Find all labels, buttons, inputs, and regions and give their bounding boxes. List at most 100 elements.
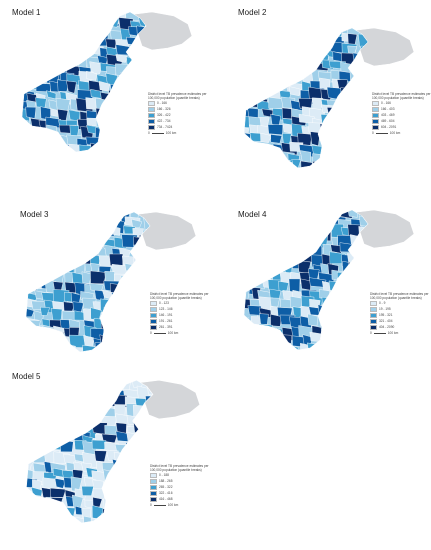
district (337, 277, 354, 290)
map-panel-model-3: Model 3 District level TB prevalence est… (0, 180, 215, 355)
district (310, 131, 321, 147)
country-border (243, 27, 369, 169)
district (247, 51, 264, 66)
district (39, 37, 51, 50)
district (101, 513, 112, 523)
district (357, 279, 368, 290)
district (39, 243, 50, 259)
district (289, 28, 300, 34)
district (110, 138, 121, 152)
district (30, 517, 43, 523)
legend-swatch (372, 112, 379, 118)
district (30, 434, 47, 444)
district (59, 220, 72, 234)
district (301, 236, 315, 252)
district (84, 237, 97, 247)
district (338, 316, 353, 327)
district (35, 407, 49, 420)
legend-swatch (148, 118, 155, 124)
district (139, 136, 146, 151)
scale-bar: 0 100 km (370, 331, 399, 336)
district (268, 217, 281, 227)
legend-item: 166 - 326 (148, 106, 208, 112)
district (269, 161, 282, 168)
district (43, 212, 58, 226)
district (280, 71, 294, 80)
district (26, 441, 30, 456)
district (79, 227, 94, 238)
district (371, 255, 383, 265)
district (86, 387, 104, 400)
district (112, 300, 124, 314)
district (123, 299, 134, 308)
district (351, 64, 368, 76)
map-panel-model-1: Model 1 District level TB prevalence est… (0, 0, 215, 175)
district (66, 80, 77, 94)
legend: District level TB prevalence estimates p… (372, 92, 431, 136)
district (260, 217, 275, 233)
district (49, 396, 67, 406)
district (126, 90, 139, 107)
district (145, 53, 146, 69)
district (29, 36, 45, 52)
district (77, 45, 92, 55)
district (259, 254, 277, 267)
district (41, 407, 56, 422)
legend-swatch (370, 312, 377, 318)
district (125, 471, 142, 487)
district (39, 17, 54, 28)
district (84, 403, 99, 419)
district (22, 36, 33, 46)
district (298, 228, 310, 238)
district (131, 443, 149, 458)
district (309, 331, 325, 343)
district (359, 95, 368, 110)
district (52, 220, 64, 236)
panel-title: Model 2 (238, 8, 267, 17)
district (119, 346, 132, 352)
legend-item: 403 - 469 (372, 112, 431, 118)
district (133, 462, 145, 477)
choropleth-map (25, 211, 197, 353)
district (136, 507, 151, 520)
scale-bar: 0 100 km (148, 131, 177, 136)
panel-title: Model 3 (20, 210, 49, 219)
district (46, 144, 62, 152)
district (347, 262, 365, 273)
district (54, 380, 73, 389)
district (332, 114, 348, 126)
district (114, 380, 126, 390)
district (126, 110, 144, 122)
district (103, 327, 121, 339)
district (339, 152, 357, 163)
district (247, 259, 261, 275)
district (312, 161, 328, 168)
choropleth-map (243, 209, 415, 351)
district (45, 12, 59, 21)
district (142, 421, 153, 436)
district (98, 144, 110, 152)
map-panel-model-4: Model 4 District level TB prevalence est… (216, 180, 431, 355)
district (277, 334, 292, 344)
district (26, 426, 38, 439)
district (267, 124, 284, 136)
district (65, 12, 84, 24)
district (269, 54, 284, 64)
district (74, 216, 85, 229)
district (36, 128, 49, 141)
district (135, 64, 146, 80)
district (339, 333, 356, 347)
district (50, 54, 65, 64)
district (65, 416, 78, 429)
district (269, 259, 284, 273)
district (22, 46, 36, 60)
district (30, 64, 45, 77)
district (244, 316, 249, 329)
district (128, 134, 139, 144)
district (92, 212, 107, 222)
district (117, 109, 128, 120)
district (329, 131, 342, 145)
legend-item: 166 - 403 (372, 106, 431, 112)
district (73, 380, 87, 390)
district (116, 89, 131, 104)
